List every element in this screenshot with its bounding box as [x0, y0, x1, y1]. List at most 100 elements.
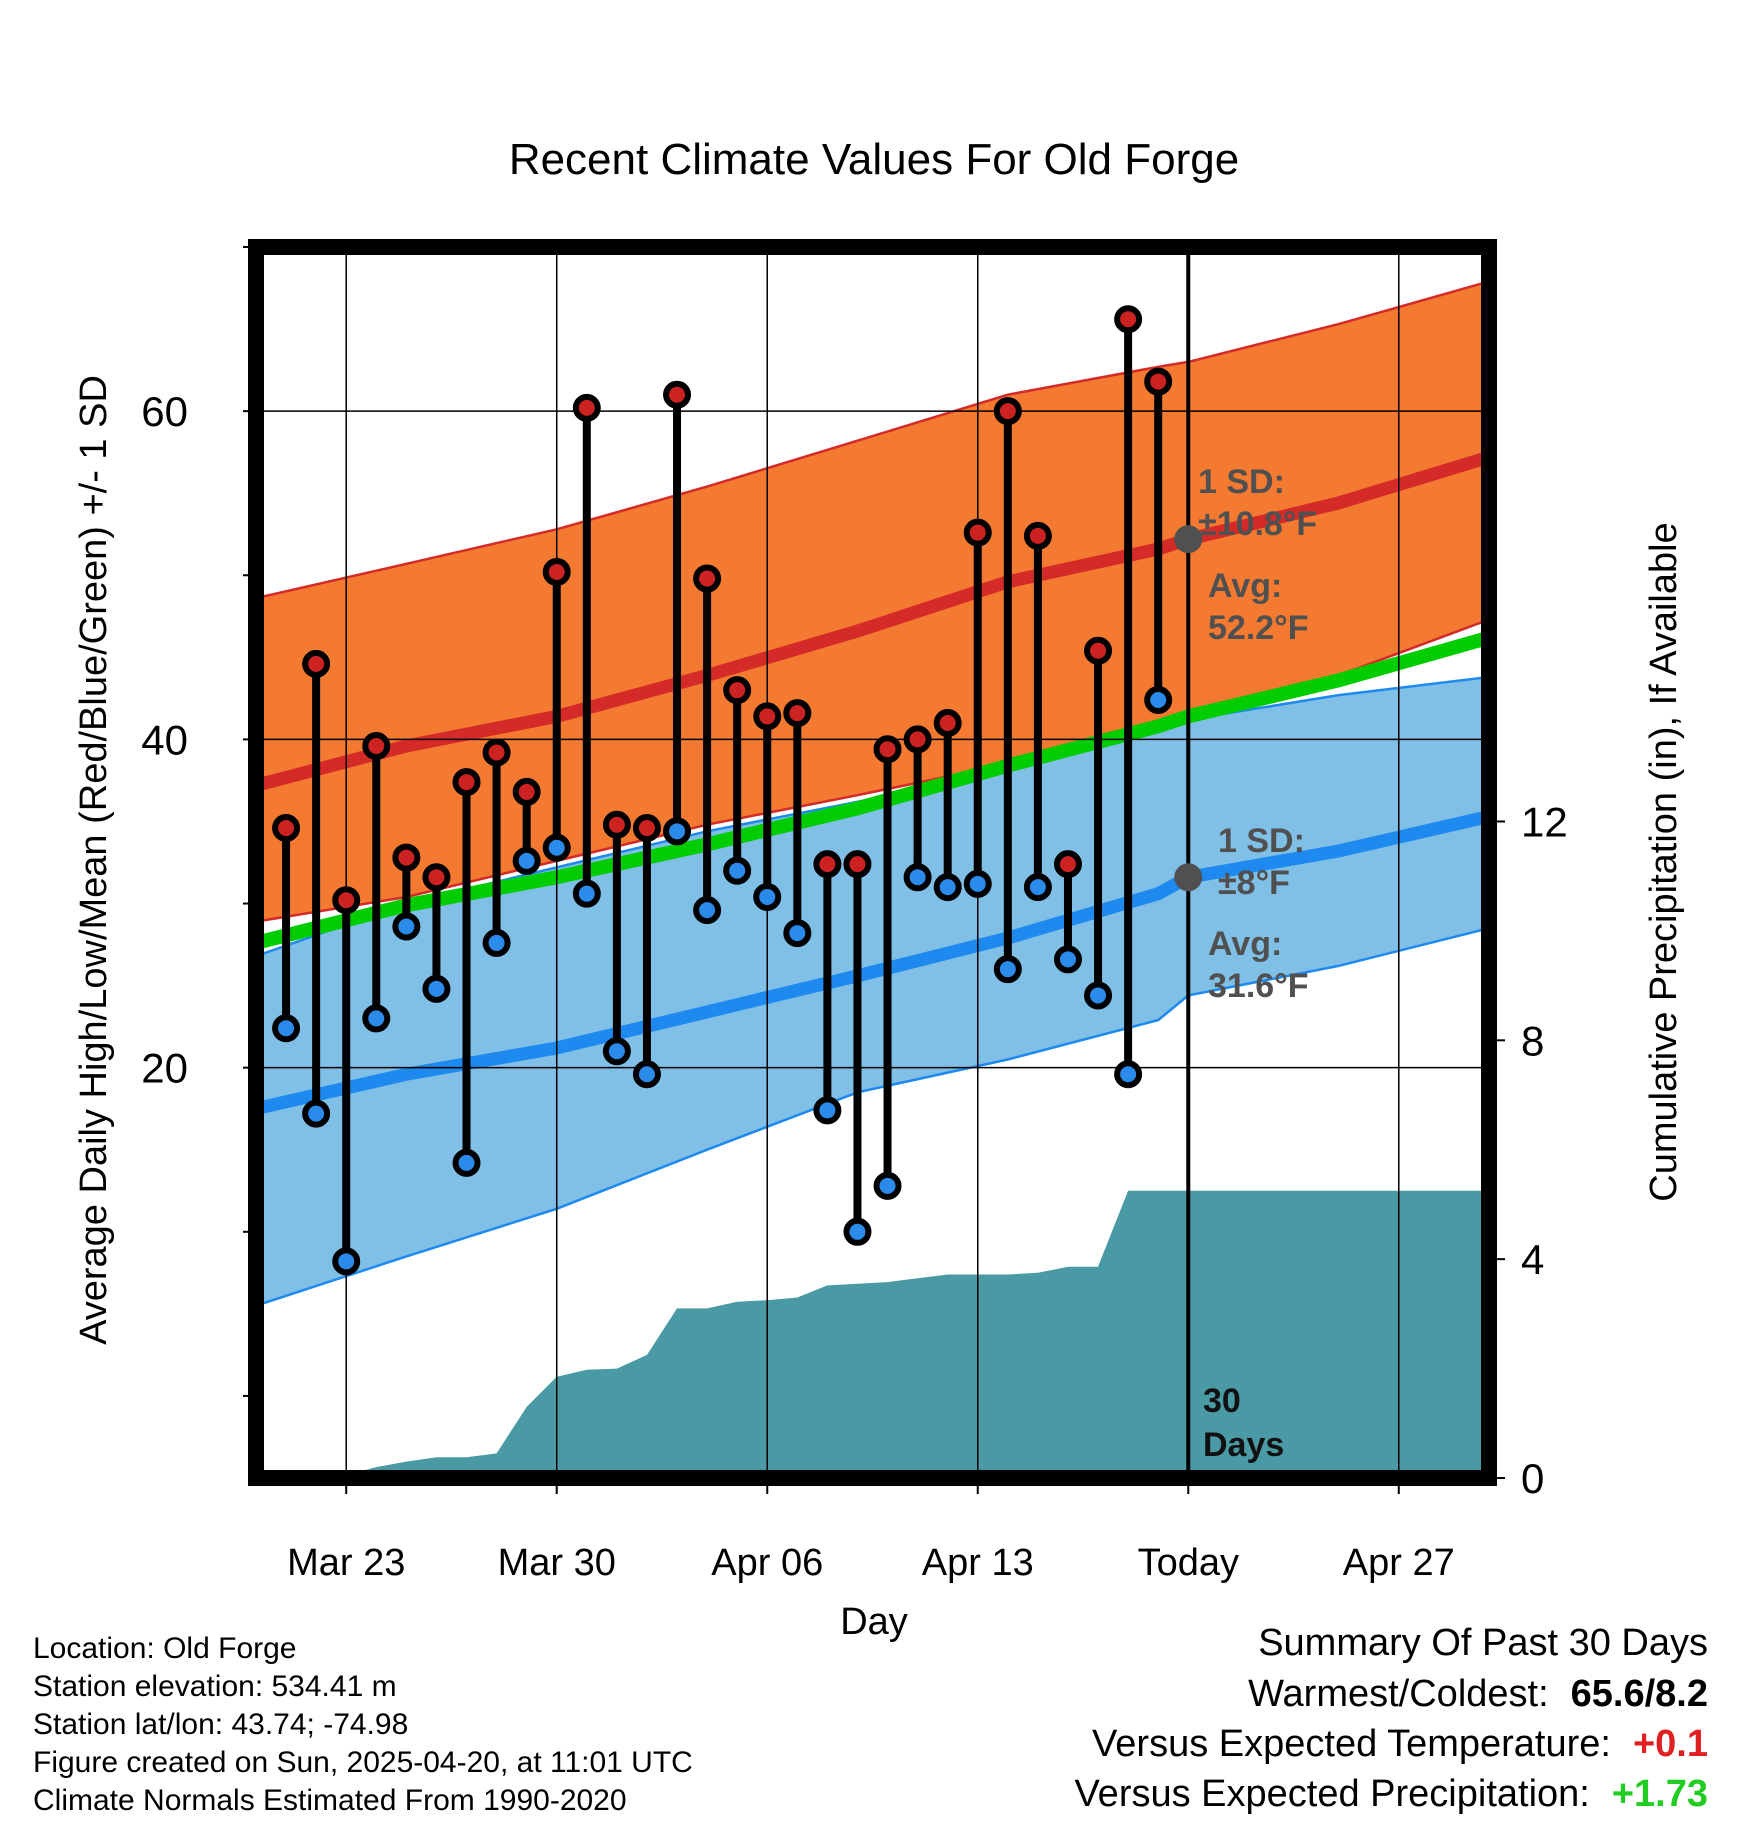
observed-low-dot	[1023, 873, 1052, 902]
observed-high-dot	[1144, 367, 1173, 396]
summary-temp-row: Versus Expected Temperature: +0.1	[1092, 1723, 1708, 1766]
normal-mean-line	[256, 630, 1489, 950]
today-low-avg-marker	[1174, 863, 1203, 892]
observed-high-dot	[1053, 850, 1082, 879]
observed-high-dot	[783, 699, 812, 728]
observed-high-dot	[482, 738, 511, 767]
observed-high-dot	[632, 814, 661, 843]
observed-high-dot	[1023, 521, 1052, 550]
summary-warmest-label: Warmest/Coldest:	[1248, 1673, 1549, 1715]
observed-low-dot	[512, 846, 541, 875]
info-latlon: Station lat/lon: 43.74; -74.98	[33, 1708, 409, 1741]
observed-low-dot	[272, 1014, 301, 1043]
observed-high-dot	[963, 518, 992, 547]
observed-high-dot	[903, 725, 932, 754]
precip-days-annotation: 30 Days	[1203, 1382, 1284, 1464]
normal-low-lower-line	[256, 926, 1489, 1307]
observed-low-dot	[1144, 686, 1173, 715]
observed-low-dot	[302, 1099, 331, 1128]
plot-frame	[248, 239, 1497, 1486]
observed-low-dot	[963, 869, 992, 898]
today-high-avg-marker	[1174, 525, 1203, 554]
observed-low-dot	[362, 1004, 391, 1033]
y2-tick-label: 8	[1521, 1017, 1544, 1064]
low-avg-annotation: Avg: 31.6°F	[1208, 925, 1309, 1005]
summary-warmest-value: 65.6/8.2	[1570, 1673, 1708, 1715]
observed-low-dot	[813, 1096, 842, 1125]
normal-high-band	[256, 281, 1489, 922]
observed-high-dot	[843, 850, 872, 879]
high-sd-annotation: 1 SD: ±10.8°F	[1198, 463, 1317, 543]
observed-low-dot	[542, 833, 571, 862]
y-tick-label: 60	[141, 388, 188, 435]
observed-high-dot	[272, 814, 301, 843]
summary-precip-value: +1.73	[1611, 1773, 1708, 1815]
y2-tick-label: 4	[1521, 1236, 1544, 1283]
observed-high-dot	[602, 810, 631, 839]
observed-low-dot	[723, 856, 752, 885]
info-normals: Climate Normals Estimated From 1990-2020	[33, 1784, 627, 1817]
x-tick-label: Mar 30	[498, 1542, 616, 1584]
summary-warmest-row: Warmest/Coldest: 65.6/8.2	[1248, 1673, 1708, 1716]
precip-area	[256, 1190, 1489, 1478]
observed-high-dot	[332, 886, 361, 915]
observed-high-dot	[753, 702, 782, 731]
info-location: Location: Old Forge	[33, 1632, 297, 1665]
y2-tick-label: 0	[1521, 1455, 1544, 1502]
summary-precip-row: Versus Expected Precipitation: +1.73	[1074, 1773, 1708, 1816]
info-created: Figure created on Sun, 2025-04-20, at 11…	[33, 1746, 693, 1779]
summary-precip-label: Versus Expected Precipitation:	[1074, 1773, 1590, 1815]
low-sd-annotation: 1 SD: ±8°F	[1218, 822, 1305, 902]
observed-high-dot	[512, 777, 541, 806]
observed-low-dot	[422, 974, 451, 1003]
observed-low-dot	[1114, 1060, 1143, 1089]
summary-temp-label: Versus Expected Temperature:	[1092, 1723, 1611, 1765]
observed-high-dot	[1084, 636, 1113, 665]
observed-low-dot	[933, 873, 962, 902]
observed-low-dot	[903, 863, 932, 892]
x-tick-label: Today	[1138, 1542, 1239, 1584]
observed-high-dot	[1114, 305, 1143, 334]
observed-high-dot	[813, 850, 842, 879]
observed-high-dot	[542, 557, 571, 586]
observed-high-dot	[452, 768, 481, 797]
normal-low-mean-line	[256, 810, 1489, 1116]
observed-high-dot	[362, 731, 391, 760]
y-axis-label: Average Daily High/Low/Mean (Red/Blue/Gr…	[73, 375, 115, 1345]
observed-low-dot	[392, 912, 421, 941]
observed-low-dot	[602, 1037, 631, 1066]
x-axis-label: Day	[840, 1601, 908, 1643]
chart-title: Recent Climate Values For Old Forge	[509, 135, 1239, 184]
observed-high-dot	[422, 863, 451, 892]
x-tick-label: Apr 06	[711, 1542, 823, 1584]
x-tick-label: Apr 27	[1343, 1542, 1455, 1584]
y2-axis-label: Cumulative Precipitation (in), If Availa…	[1643, 522, 1685, 1201]
observed-low-dot	[572, 879, 601, 908]
observed-low-dot	[1084, 981, 1113, 1010]
plot-area	[256, 247, 1489, 1478]
observed-low-dot	[753, 882, 782, 911]
x-tick-label: Mar 23	[287, 1542, 405, 1584]
observed-low-dot	[663, 817, 692, 846]
observed-low-dot	[873, 1171, 902, 1200]
normal-high-upper-line	[256, 280, 1489, 600]
summary-temp-value: +0.1	[1632, 1723, 1708, 1765]
info-elevation: Station elevation: 534.41 m	[33, 1670, 397, 1703]
y-tick-label: 40	[141, 716, 188, 763]
observed-high-dot	[693, 564, 722, 593]
normal-high-mean-line	[256, 450, 1489, 792]
observed-high-dot	[933, 708, 962, 737]
observed-low-dot	[482, 928, 511, 957]
observed-low-dot	[693, 896, 722, 925]
y2-tick-label: 12	[1521, 798, 1568, 845]
y-tick-label: 20	[141, 1045, 188, 1092]
observed-high-dot	[572, 393, 601, 422]
observed-low-dot	[993, 955, 1022, 984]
high-avg-annotation: Avg: 52.2°F	[1208, 567, 1309, 647]
summary-title: Summary Of Past 30 Days	[1258, 1622, 1708, 1664]
observed-high-dot	[723, 676, 752, 705]
observed-low-dot	[1053, 945, 1082, 974]
x-tick-label: Apr 13	[922, 1542, 1034, 1584]
observed-high-dot	[663, 380, 692, 409]
observed-low-dot	[452, 1148, 481, 1177]
